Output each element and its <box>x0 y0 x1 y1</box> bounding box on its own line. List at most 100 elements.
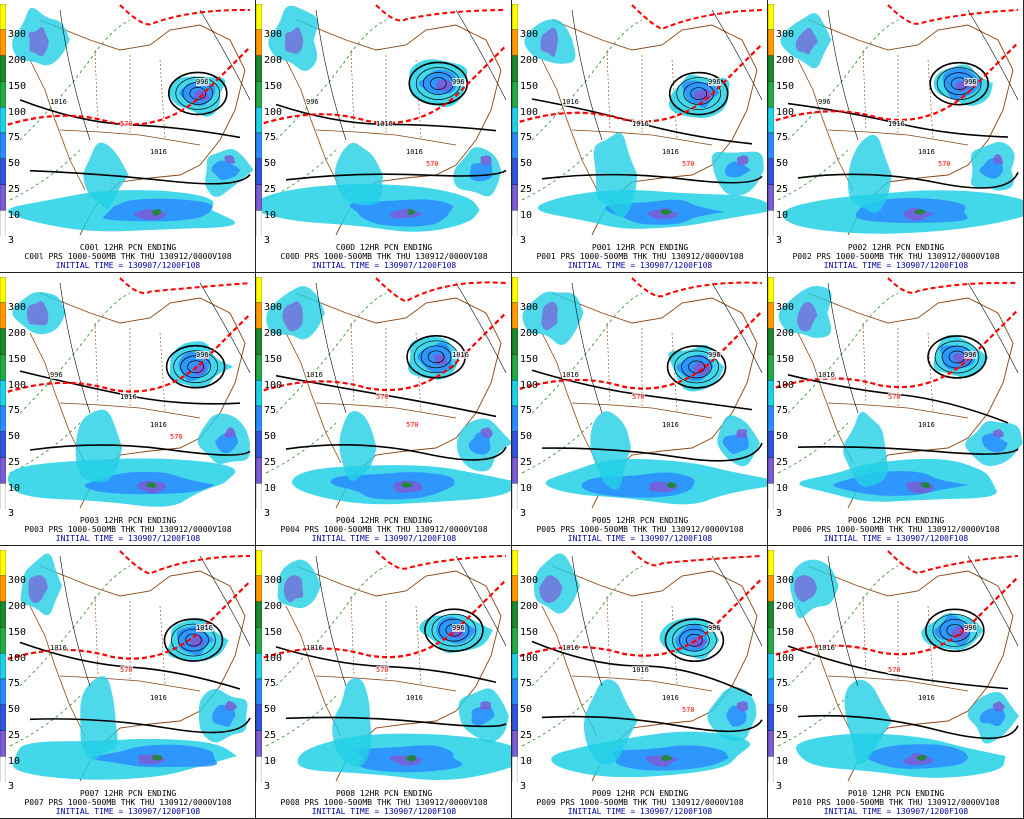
precip-area <box>284 27 304 54</box>
colorbar-segment <box>0 601 6 628</box>
precip-area <box>661 754 673 761</box>
panel-subtitle: P005 PRS 1000-500MB THK THU 130912/0000V… <box>536 525 744 534</box>
precip-area <box>795 27 818 55</box>
contour-label: 1016 <box>818 371 835 379</box>
colorbar-segment <box>768 29 774 56</box>
colorbar-label: 200 <box>8 328 27 339</box>
colorbar <box>0 4 6 236</box>
colorbar-label: 150 <box>520 81 539 92</box>
colorbar-label: 150 <box>776 81 795 92</box>
thickness-line <box>119 550 251 575</box>
colorbar-label: 50 <box>520 431 533 442</box>
colorbar-label: 150 <box>8 354 27 365</box>
colorbar-label: 200 <box>520 328 539 339</box>
ensemble-panel-p003: 300 200 150 100 75 50 25 10 3 996 996 1016 1016 570 P0… <box>0 273 256 546</box>
pressure-contour <box>455 282 507 374</box>
green-contour <box>9 695 81 747</box>
precip-area <box>211 160 241 180</box>
contour-label: 996 <box>964 78 977 86</box>
border-line <box>59 675 201 692</box>
colorbar-label: 50 <box>776 431 789 442</box>
colorbar-segment <box>256 277 262 303</box>
colorbar-label: 150 <box>264 627 283 638</box>
thickness-570-line <box>0 313 251 396</box>
colorbar-label: 200 <box>776 55 795 66</box>
precip-area <box>736 155 749 166</box>
precip-area <box>722 433 749 455</box>
contour-label: 996 <box>196 78 209 86</box>
contour-label: 1016 <box>452 351 469 359</box>
pressure-1016-contour <box>285 716 507 728</box>
colorbar-segment <box>256 431 262 458</box>
pressure-contour <box>681 355 712 379</box>
colorbar-segment <box>256 302 262 329</box>
precip-area <box>151 208 162 216</box>
colorbar-label: 300 <box>8 575 27 586</box>
green-contour <box>521 422 593 474</box>
pressure-contour <box>315 9 347 141</box>
colorbar-segment <box>512 354 518 381</box>
pressure-contour <box>455 9 507 101</box>
pressure-1016-contour <box>285 169 507 181</box>
pressure-contour <box>927 335 987 379</box>
precip-area <box>193 362 207 376</box>
colorbar <box>768 550 774 782</box>
pressure-contour <box>420 345 452 369</box>
colorbar-label: 300 <box>8 302 27 313</box>
colorbar-label: 150 <box>776 354 795 365</box>
panel-subtitle: C00l PRS 1000-500MB THK THU 130912/0000V… <box>24 252 232 261</box>
contour-label: 996 <box>964 624 977 632</box>
colorbar-segment <box>256 210 262 236</box>
green-contour <box>531 292 643 414</box>
colorbar-segment <box>256 627 262 654</box>
precip-area <box>405 755 416 762</box>
west-coast <box>285 332 342 464</box>
colorbar-segment <box>0 653 6 680</box>
colorbar-segment <box>256 575 262 602</box>
colorbar-label: 25 <box>8 730 21 741</box>
contour-label: 996 <box>306 98 319 106</box>
initial-time-caption: INITIAL TIME = 130907/1200F108 <box>567 534 713 543</box>
colorbar-segment <box>512 132 518 159</box>
colorbar-segment <box>768 627 774 654</box>
colorbar-label: 75 <box>776 132 789 143</box>
thickness-line <box>887 4 1019 25</box>
contour-label: 1016 <box>918 421 935 429</box>
pressure-contour <box>686 633 703 647</box>
colorbar-label: 50 <box>8 704 21 715</box>
colorbar-segment <box>768 756 774 782</box>
contour-label: 996 <box>452 78 465 86</box>
colorbar-label: 300 <box>776 575 795 586</box>
contour-label: 996 <box>818 98 831 106</box>
pressure-contour <box>925 608 985 653</box>
initial-time-caption: INITIAL TIME = 130907/1200F108 <box>311 807 457 816</box>
colorbar-segment <box>512 653 518 680</box>
precip-area <box>797 301 818 332</box>
contour-label: 570 <box>682 160 695 168</box>
pressure-contour <box>672 623 717 657</box>
ensemble-panel-p008: 300 200 150 100 75 50 25 10 3 996 1016 1016 570 P008 … <box>256 546 512 819</box>
colorbar-label: 3 <box>8 781 15 792</box>
colorbar-label: 10 <box>520 210 533 221</box>
border-line <box>315 675 457 692</box>
green-contour <box>531 19 643 141</box>
panel-title: P001 12HR PCN ENDING <box>591 243 689 252</box>
colorbar-segment <box>0 328 6 355</box>
colorbar-segment <box>512 756 518 782</box>
colorbar-label: 25 <box>264 730 277 741</box>
pressure-contour <box>455 555 507 647</box>
colorbar-label: 10 <box>264 756 277 767</box>
initial-time-caption: INITIAL TIME = 130907/1200F108 <box>55 534 201 543</box>
colorbar-segment <box>512 4 518 30</box>
thickness-570-line <box>512 577 763 660</box>
colorbar-segment <box>512 431 518 458</box>
colorbar-label: 75 <box>776 405 789 416</box>
colorbar-label: 200 <box>520 601 539 612</box>
precip-area <box>736 701 748 712</box>
green-contour <box>777 422 849 474</box>
precip-area <box>332 678 372 768</box>
pressure-contour <box>932 613 978 647</box>
green-contour <box>777 149 849 201</box>
colorbar-segment <box>0 107 6 134</box>
colorbar-label: 75 <box>8 678 21 689</box>
